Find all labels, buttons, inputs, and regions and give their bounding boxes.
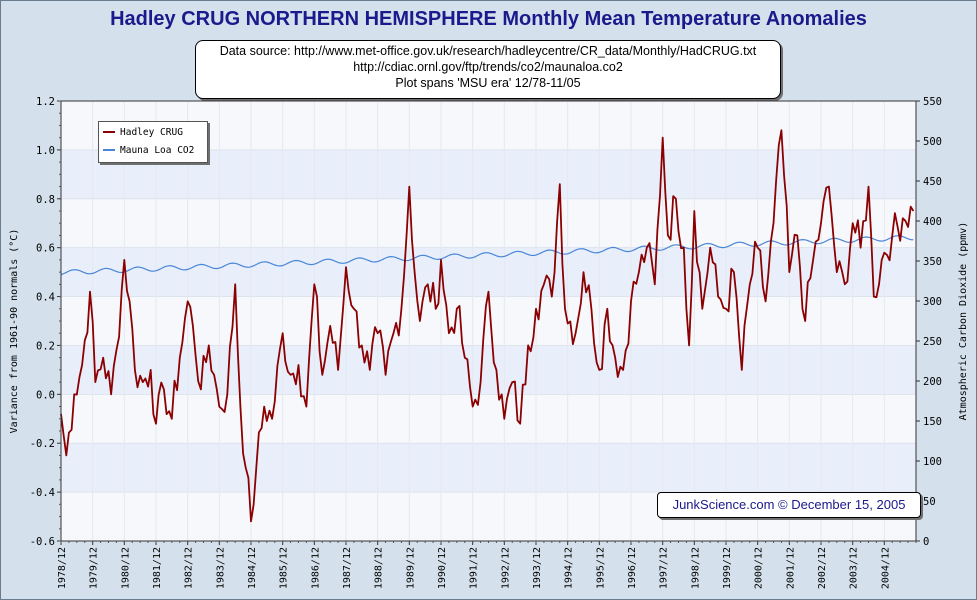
legend-item-co2: Mauna Loa CO2 (103, 143, 194, 157)
y-tick-label: 0.0 (36, 389, 55, 401)
x-tick-label: 1982/12 (184, 547, 195, 589)
y-tick-label: 0.6 (36, 243, 55, 255)
y-tick-label: 0.2 (36, 340, 55, 352)
source-line-3: Plot spans 'MSU era' 12/78-11/05 (395, 76, 581, 90)
x-tick-label: 1983/12 (215, 547, 226, 589)
x-tick-label: 2003/12 (849, 547, 860, 589)
x-tick-label: 1998/12 (690, 547, 701, 589)
y2-tick-label: 400 (923, 216, 942, 228)
y-axis-title: Variance from 1961-90 normals (°C) (9, 229, 20, 434)
y-tick-label: 1.0 (36, 145, 55, 157)
x-tick-label: 2002/12 (817, 547, 828, 589)
x-tick-label: 1987/12 (342, 547, 353, 589)
x-tick-label: 1991/12 (469, 547, 480, 589)
y2-tick-label: 300 (923, 296, 942, 308)
x-tick-label: 1995/12 (595, 547, 606, 589)
legend-label-co2: Mauna Loa CO2 (120, 144, 195, 156)
x-tick-label: 1994/12 (564, 547, 575, 589)
y-tick-label: -0.6 (30, 536, 55, 548)
chart-title: Hadley CRUG NORTHERN HEMISPHERE Monthly … (110, 8, 867, 30)
legend-swatch-co2 (103, 149, 115, 151)
y-tick-label: -0.2 (30, 438, 55, 450)
y2-tick-label: 450 (923, 176, 942, 188)
source-line-2: http://cdiac.ornl.gov/ftp/trends/co2/mau… (353, 60, 623, 74)
chart-legend: Hadley CRUG Mauna Loa CO2 (98, 121, 208, 163)
legend-item-hadley: Hadley CRUG (103, 125, 183, 139)
y2-tick-label: 250 (923, 336, 942, 348)
credit-badge: JunkScience.com © December 15, 2005 (657, 492, 921, 518)
x-tick-label: 1988/12 (374, 547, 385, 589)
x-tick-label: 1999/12 (722, 547, 733, 589)
plot-band (61, 345, 916, 395)
x-tick-label: 1980/12 (120, 547, 131, 589)
x-tick-label: 1990/12 (437, 547, 448, 589)
data-source-box: Data source: http://www.met-office.gov.u… (195, 40, 781, 99)
y2-tick-label: 150 (923, 416, 942, 428)
y2-tick-label: 500 (923, 136, 942, 148)
x-tick-label: 1993/12 (532, 547, 543, 589)
y2-tick-label: 50 (923, 496, 936, 508)
x-tick-label: 1996/12 (627, 547, 638, 589)
y2-tick-label: 200 (923, 376, 942, 388)
x-tick-label: 1979/12 (89, 547, 100, 589)
plot-band (61, 247, 916, 297)
x-tick-label: 1978/12 (57, 547, 68, 589)
y2-tick-label: 100 (923, 456, 942, 468)
y2-tick-label: 350 (923, 256, 942, 268)
x-tick-label: 1992/12 (500, 547, 511, 589)
y-tick-label: 0.4 (36, 292, 55, 304)
y-tick-label: 0.8 (36, 194, 55, 206)
x-tick-label: 1989/12 (405, 547, 416, 589)
x-tick-label: 2000/12 (754, 547, 765, 589)
legend-label-hadley: Hadley CRUG (120, 126, 183, 138)
y-tick-label: 1.2 (36, 96, 55, 108)
x-tick-label: 1986/12 (310, 547, 321, 589)
source-line-1: Data source: http://www.met-office.gov.u… (219, 44, 757, 58)
y2-tick-label: 550 (923, 96, 942, 108)
series-line-hadley (60, 129, 915, 523)
x-tick-label: 1984/12 (247, 547, 258, 589)
x-tick-label: 2004/12 (880, 547, 891, 589)
y2-axis-title: Atmospheric Carbon Dioxide (ppmv) (958, 222, 969, 421)
x-tick-label: 1997/12 (659, 547, 670, 589)
y2-tick-label: 0 (923, 536, 929, 548)
plot-band (61, 443, 916, 493)
x-tick-label: 1985/12 (279, 547, 290, 589)
x-tick-label: 2001/12 (785, 547, 796, 589)
legend-swatch-hadley (103, 131, 115, 133)
x-tick-label: 1981/12 (152, 547, 163, 589)
y-tick-label: -0.4 (30, 487, 55, 499)
